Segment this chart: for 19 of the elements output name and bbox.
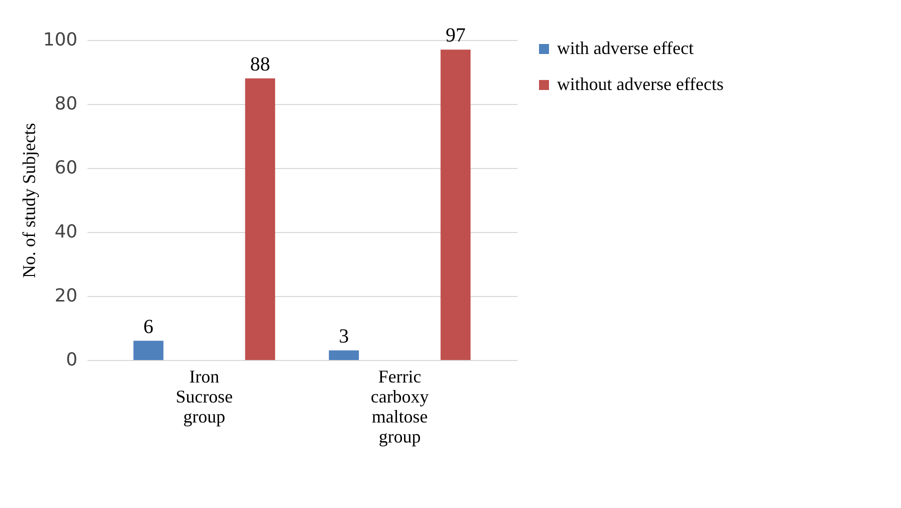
data-label: 97 — [446, 24, 466, 47]
legend-label: without adverse effects — [557, 74, 724, 94]
data-label: 88 — [250, 53, 270, 76]
x-tick-label: Iron Sucrose group — [176, 366, 233, 426]
data-label: 3 — [338, 325, 349, 348]
y-tick-label: 20 — [54, 286, 78, 306]
y-tick-label: 0 — [66, 350, 78, 370]
y-tick-label: 100 — [43, 30, 78, 50]
data-label: 6 — [143, 316, 154, 338]
y-axis-title: No. of study Subjects — [19, 123, 40, 278]
bar — [440, 50, 471, 360]
y-tick-label: 40 — [54, 222, 78, 242]
legend-label: with adverse effect — [557, 38, 694, 58]
x-tick-label: Ferric carboxy maltose group — [370, 366, 429, 446]
y-tick-label: 80 — [54, 94, 78, 114]
bar — [328, 350, 359, 360]
y-tick-label: 60 — [54, 158, 78, 178]
bar — [133, 340, 164, 360]
bar — [245, 78, 276, 360]
